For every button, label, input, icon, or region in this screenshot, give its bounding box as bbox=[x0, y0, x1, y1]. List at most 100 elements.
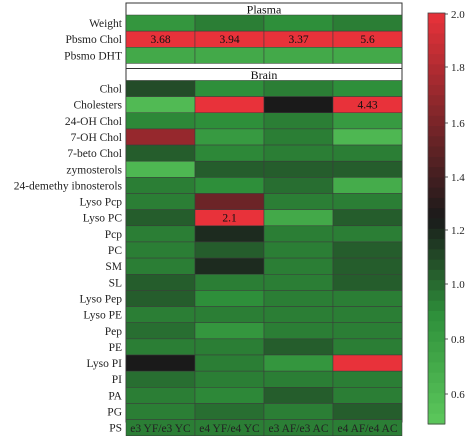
colorbar-swatch bbox=[428, 136, 445, 148]
heatmap-cell bbox=[194, 47, 265, 64]
colorbar-tick-label: 0.8 bbox=[451, 334, 465, 346]
heatmap-cell bbox=[194, 306, 265, 323]
column-label: e4 YF/e4 YC bbox=[199, 423, 260, 435]
heatmap-cell bbox=[263, 403, 334, 420]
row-label: PG bbox=[107, 407, 122, 419]
row-label: PC bbox=[108, 245, 122, 257]
cell-annotation: 3.68 bbox=[150, 34, 170, 46]
row-label: SM bbox=[105, 261, 122, 273]
heatmap-cell bbox=[194, 257, 265, 275]
heatmap-cell bbox=[125, 193, 196, 210]
row-label: Lyso PI bbox=[87, 358, 123, 370]
colorbar-swatch bbox=[428, 23, 445, 35]
colorbar-swatch bbox=[428, 43, 445, 55]
heatmap-cell bbox=[194, 241, 265, 259]
heatmap-cell bbox=[332, 177, 403, 194]
row-label: Lyso Pep bbox=[80, 293, 123, 305]
heatmap-cell bbox=[263, 14, 334, 32]
row-label: Cholesters bbox=[73, 100, 122, 112]
colorbar-swatch bbox=[428, 300, 445, 312]
heatmap-cell bbox=[194, 177, 265, 194]
heatmap-cell bbox=[263, 144, 334, 162]
colorbar-swatch bbox=[428, 156, 445, 168]
heatmap-cell bbox=[125, 306, 196, 323]
heatmap-cell bbox=[332, 193, 403, 210]
colorbar-swatch bbox=[428, 74, 445, 86]
heatmap-cell bbox=[263, 80, 334, 97]
heatmap-cell bbox=[263, 177, 334, 194]
heatmap-cell bbox=[125, 387, 196, 404]
heatmap-cell bbox=[125, 144, 196, 162]
column-label: e3 YF/e3 YC bbox=[130, 423, 191, 435]
colorbar-swatch bbox=[428, 362, 445, 374]
heatmap-cell bbox=[263, 96, 334, 113]
heatmap-cell bbox=[194, 354, 265, 372]
heatmap-cell bbox=[263, 241, 334, 259]
heatmap-cell bbox=[125, 160, 196, 178]
heatmap-cell bbox=[194, 370, 265, 388]
section-title: Plasma bbox=[247, 3, 282, 17]
row-label: Chol bbox=[100, 84, 122, 96]
heatmap-cell bbox=[194, 160, 265, 178]
colorbar-swatch bbox=[428, 393, 445, 405]
heatmap-cell bbox=[194, 322, 265, 340]
heatmap-cell bbox=[125, 290, 196, 307]
heatmap-cell bbox=[332, 241, 403, 259]
colorbar-tick-label: 0.6 bbox=[451, 389, 465, 401]
heatmap-cell bbox=[263, 47, 334, 64]
heatmap-cell bbox=[332, 144, 403, 162]
column-label: e3 AF/e3 AC bbox=[268, 423, 328, 435]
heatmap-cell bbox=[263, 128, 334, 146]
colorbar-swatch bbox=[428, 280, 445, 292]
heatmap-cell bbox=[263, 370, 334, 388]
heatmap-cell bbox=[263, 338, 334, 356]
heatmap-cell bbox=[263, 160, 334, 178]
heatmap-cell bbox=[332, 370, 403, 388]
heatmap-cell bbox=[125, 241, 196, 259]
heatmap-cell bbox=[263, 290, 334, 307]
heatmap-cell bbox=[332, 257, 403, 275]
section-title: Brain bbox=[251, 68, 278, 82]
heatmap-cell bbox=[332, 290, 403, 307]
cell-annotation: 2.1 bbox=[222, 213, 237, 225]
heatmap-cell bbox=[194, 128, 265, 146]
colorbar-swatch bbox=[428, 249, 445, 261]
colorbar-swatch bbox=[428, 54, 445, 65]
row-label: Pbsmo DHT bbox=[64, 50, 122, 62]
row-label: 7-OH Chol bbox=[71, 132, 122, 144]
heatmap-cell bbox=[125, 47, 196, 64]
row-label: 24-demethy ibnosterols bbox=[14, 180, 123, 192]
heatmap-cell bbox=[125, 370, 196, 388]
colorbar-swatch bbox=[428, 403, 445, 415]
heatmap-cell bbox=[263, 112, 334, 130]
colorbar-swatch bbox=[428, 218, 445, 230]
colorbar-swatch bbox=[428, 290, 445, 302]
heatmap-cell bbox=[125, 225, 196, 243]
colorbar-frame bbox=[427, 12, 446, 425]
heatmap-cell bbox=[263, 193, 334, 210]
cell-annotation: 3.37 bbox=[288, 34, 308, 46]
heatmap-cell bbox=[332, 338, 403, 356]
colorbar-swatch bbox=[428, 167, 445, 178]
heatmap-cell bbox=[125, 274, 196, 291]
heatmap-cell bbox=[125, 322, 196, 340]
heatmap-cell bbox=[263, 274, 334, 291]
row-label: Lyso PC bbox=[83, 213, 123, 225]
heatmap-cell bbox=[194, 80, 265, 97]
row-label: PA bbox=[108, 390, 122, 402]
row-label: zymosterols bbox=[66, 164, 122, 176]
colorbar-swatch bbox=[428, 187, 445, 199]
cell-annotation: 3.94 bbox=[219, 34, 239, 46]
heatmap-cell bbox=[332, 14, 403, 32]
colorbar-swatch bbox=[428, 33, 445, 45]
heatmap-cell bbox=[125, 257, 196, 275]
heatmap-cell bbox=[194, 274, 265, 291]
heatmap-cell bbox=[125, 80, 196, 97]
colorbar-swatch bbox=[428, 84, 445, 96]
heatmap-cell bbox=[332, 354, 403, 372]
row-label: PI bbox=[112, 374, 122, 386]
heatmap-cell bbox=[194, 144, 265, 162]
row-label: Weight bbox=[89, 18, 123, 30]
heatmap-cell bbox=[332, 47, 403, 64]
